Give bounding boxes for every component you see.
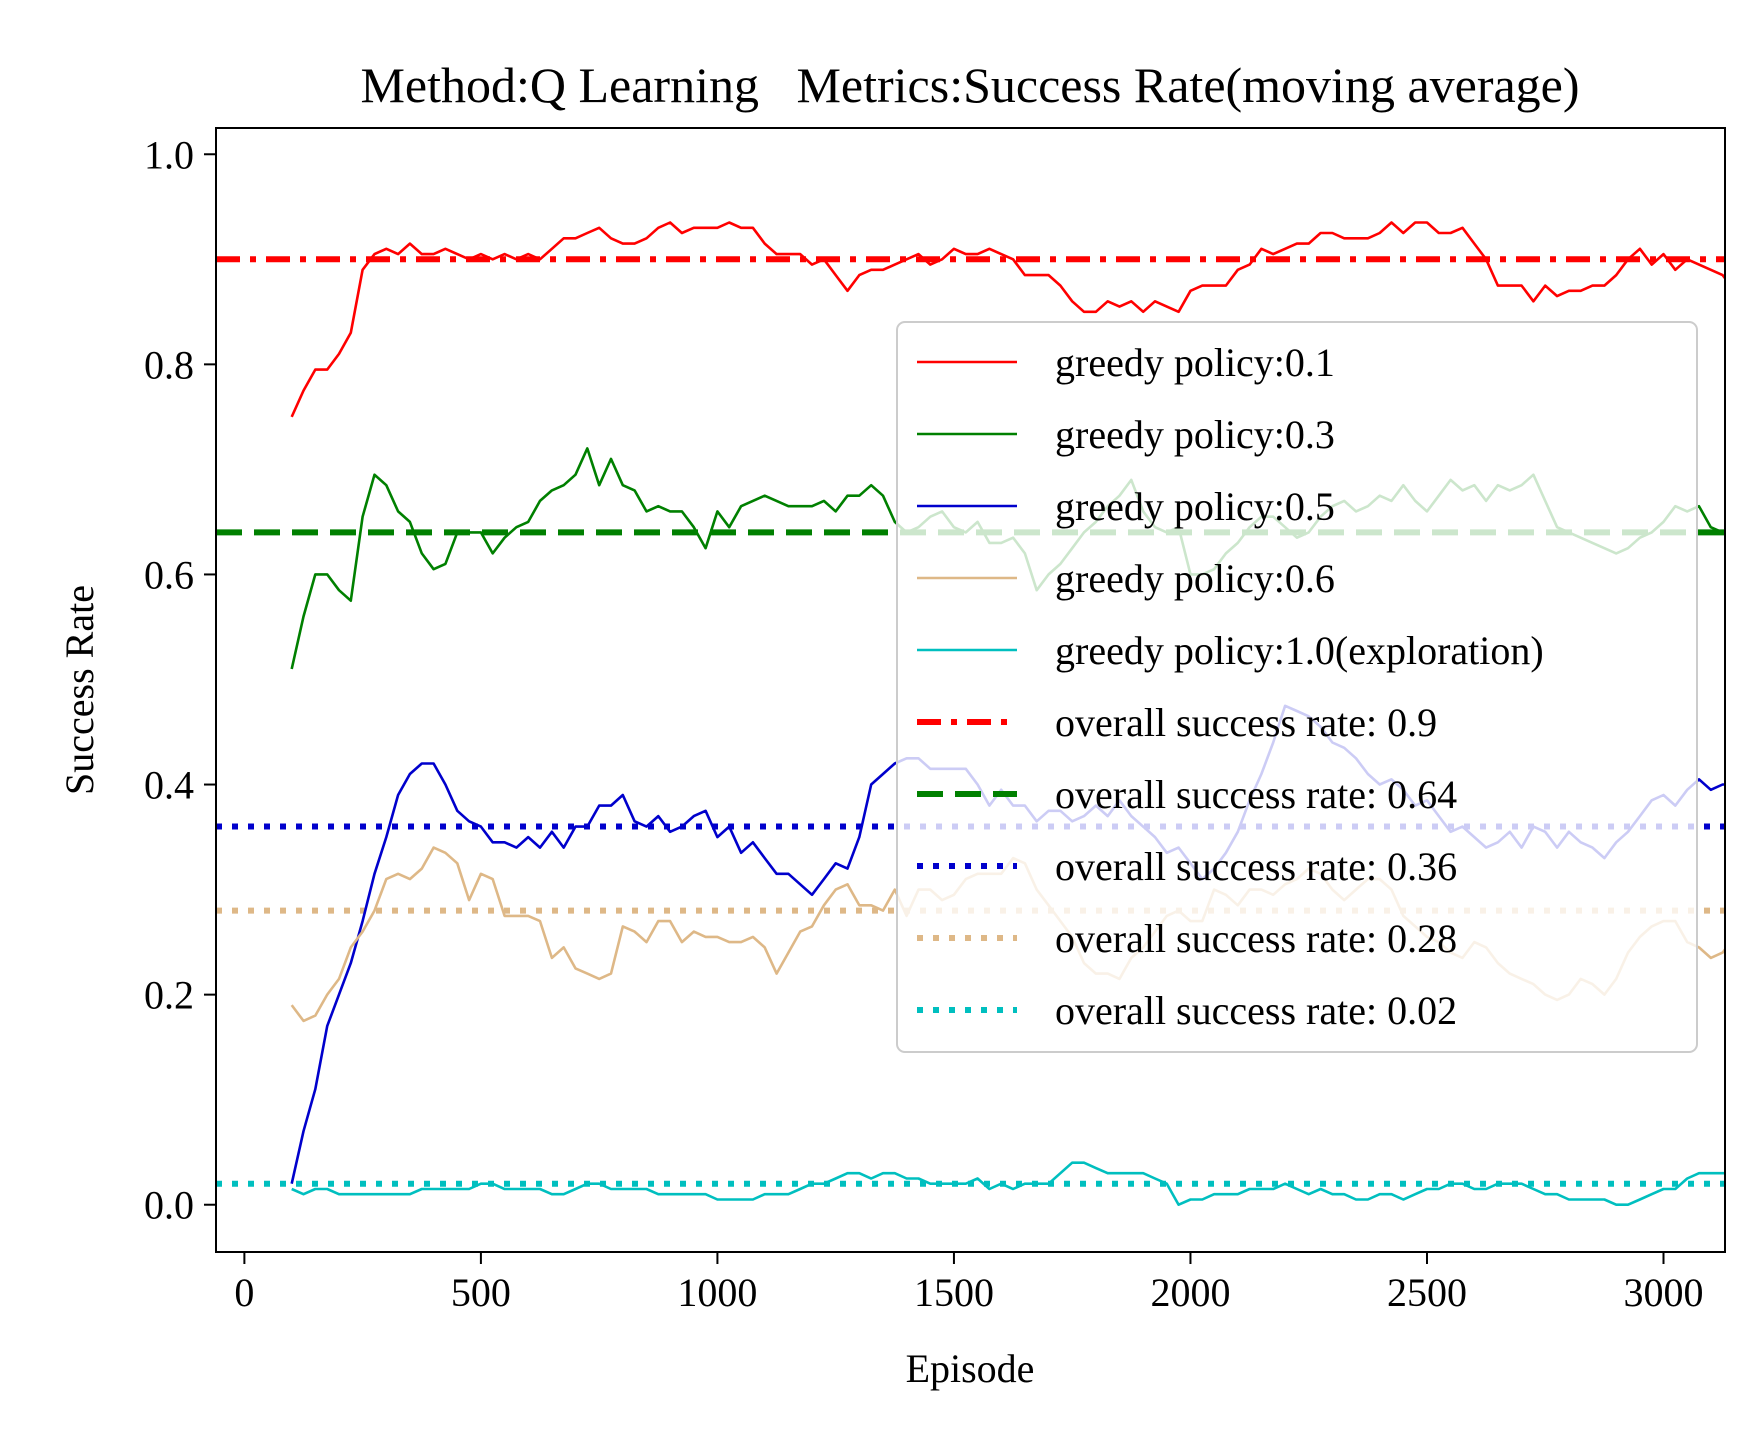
x-tick-label: 3000 xyxy=(1624,1270,1704,1315)
legend-label-0: greedy policy:0.1 xyxy=(1055,340,1335,385)
y-axis-label: Success Rate xyxy=(57,585,102,795)
legend-label-1: greedy policy:0.3 xyxy=(1055,412,1335,457)
legend: greedy policy:0.1 greedy policy:0.3 greedy… xyxy=(896,321,1698,1053)
x-tick-label: 0 xyxy=(234,1270,254,1315)
legend-label-4: greedy policy:1.0(exploration) xyxy=(1055,628,1544,673)
y-tick-label: 0.4 xyxy=(144,763,194,808)
series-line-0 xyxy=(290,221,1725,418)
x-tick-label: 1500 xyxy=(914,1270,994,1315)
y-tick-label: 0.0 xyxy=(144,1183,194,1228)
legend-label-2: greedy policy:0.5 xyxy=(1055,484,1335,529)
legend-label-7: overall success rate: 0.36 xyxy=(1055,844,1457,889)
y-axis-ticks: 0.0 0.2 0.4 0.6 0.8 1.0 xyxy=(144,132,216,1228)
y-tick-label: 0.8 xyxy=(144,342,194,387)
plot-frame xyxy=(215,127,1726,1253)
x-axis-label: Episode xyxy=(906,1346,1035,1391)
chart-title: Method:Q Learning Metrics:Success Rate(m… xyxy=(360,57,1579,113)
y-tick-label: 0.6 xyxy=(144,552,194,597)
series-line-4 xyxy=(291,1161,1725,1206)
y-tick-label: 1.0 xyxy=(144,132,194,177)
x-axis-ticks: 0 500 1000 1500 2000 2500 3000 xyxy=(234,1252,1704,1315)
legend-box xyxy=(896,321,1698,1053)
legend-label-9: overall success rate: 0.02 xyxy=(1055,988,1457,1033)
x-tick-label: 1000 xyxy=(677,1270,757,1315)
y-tick-label: 0.2 xyxy=(144,973,194,1018)
x-tick-label: 2500 xyxy=(1387,1270,1467,1315)
x-tick-label: 500 xyxy=(451,1270,511,1315)
legend-label-5: overall success rate: 0.9 xyxy=(1055,700,1437,745)
legend-label-3: greedy policy:0.6 xyxy=(1055,556,1335,601)
legend-label-6: overall success rate: 0.64 xyxy=(1055,772,1457,817)
legend-label-8: overall success rate: 0.28 xyxy=(1055,916,1457,961)
x-tick-label: 2000 xyxy=(1150,1270,1230,1315)
